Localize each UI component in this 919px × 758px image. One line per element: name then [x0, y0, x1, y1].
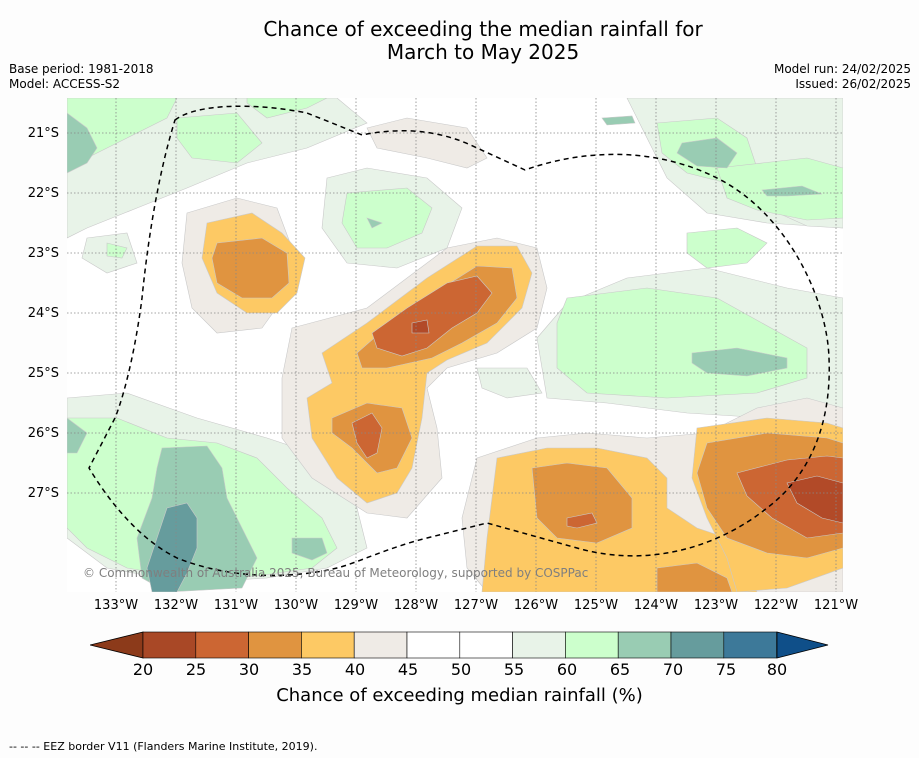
lon-label: 121°W [813, 598, 859, 613]
lat-label: 21°S [27, 126, 59, 141]
colorbar-tick: 55 [503, 660, 525, 679]
colorbar-tick: 50 [450, 660, 472, 679]
colorbar-cells [142, 631, 777, 659]
issued-date: Issued: 26/02/2025 [795, 77, 911, 91]
title-line-2: March to May 2025 [386, 40, 580, 64]
lon-label: 124°W [633, 598, 679, 613]
lat-label: 24°S [27, 306, 59, 321]
colorbar-tick: 60 [556, 660, 578, 679]
model-name: Model: ACCESS-S2 [9, 77, 121, 91]
eez-legend: -- -- -- EEZ border V11 (Flanders Marine… [9, 740, 318, 753]
colorbar-cell [301, 631, 355, 659]
colorbar-cell [248, 631, 302, 659]
colorbar-tick: 25 [185, 660, 207, 679]
lon-label: 132°W [153, 598, 199, 613]
base-period: Base period: 1981-2018 [9, 62, 154, 76]
colorbar-under-arrow [90, 631, 144, 659]
copyright-notice: © Commonwealth of Australia 2025, Bureau… [83, 566, 589, 580]
colorbar-cell [617, 631, 672, 659]
colorbar-cell [565, 631, 619, 659]
colorbar-tick: 65 [609, 660, 631, 679]
lon-label: 133°W [93, 598, 139, 613]
lon-label: 130°W [273, 598, 319, 613]
colorbar-cell [195, 631, 249, 659]
lat-label: 25°S [27, 366, 59, 381]
lon-label: 127°W [453, 598, 499, 613]
contour-70-75 [146, 502, 198, 592]
colorbar-tick: 70 [662, 660, 684, 679]
colorbar-cell [723, 631, 777, 659]
lon-label: 125°W [573, 598, 619, 613]
colorbar-label: Chance of exceeding median rainfall (%) [276, 685, 643, 706]
eez-border [88, 105, 830, 577]
colorbar-tick: 35 [291, 660, 313, 679]
colorbar-over-arrow [776, 631, 829, 659]
title-line-1: Chance of exceeding the median rainfall … [263, 17, 703, 41]
colorbar-tick: 30 [238, 660, 260, 679]
colorbar-cell [406, 631, 461, 659]
lat-label: 22°S [27, 186, 59, 201]
colorbar-tick: 20 [132, 660, 154, 679]
meta-left: Base period: 1981-2018 Model: ACCESS-S2 [9, 62, 154, 92]
colorbar-tick: 40 [344, 660, 366, 679]
model-run: Model run: 24/02/2025 [773, 62, 911, 76]
lon-label: 131°W [213, 598, 259, 613]
colorbar-cell [670, 631, 725, 659]
colorbar-tick: 80 [766, 660, 788, 679]
lon-label: 122°W [753, 598, 799, 613]
lon-label: 126°W [513, 598, 559, 613]
lon-label: 129°W [333, 598, 379, 613]
lon-label: 123°W [693, 598, 739, 613]
rainfall-map [67, 98, 843, 592]
colorbar-tick: 75 [715, 660, 737, 679]
colorbar-cell [512, 631, 566, 659]
map-title: Chance of exceeding the median rainfall … [0, 18, 919, 64]
lon-label: 128°W [393, 598, 439, 613]
lat-label: 23°S [27, 246, 59, 261]
meta-right: Model run: 24/02/2025 Issued: 26/02/2025 [774, 62, 911, 92]
colorbar-cell [142, 631, 197, 659]
lat-label: 26°S [27, 426, 59, 441]
lat-label: 27°S [27, 486, 59, 501]
colorbar [90, 631, 829, 659]
colorbar-cell [353, 631, 408, 659]
colorbar-cell [459, 631, 513, 659]
colorbar-tick: 45 [397, 660, 419, 679]
